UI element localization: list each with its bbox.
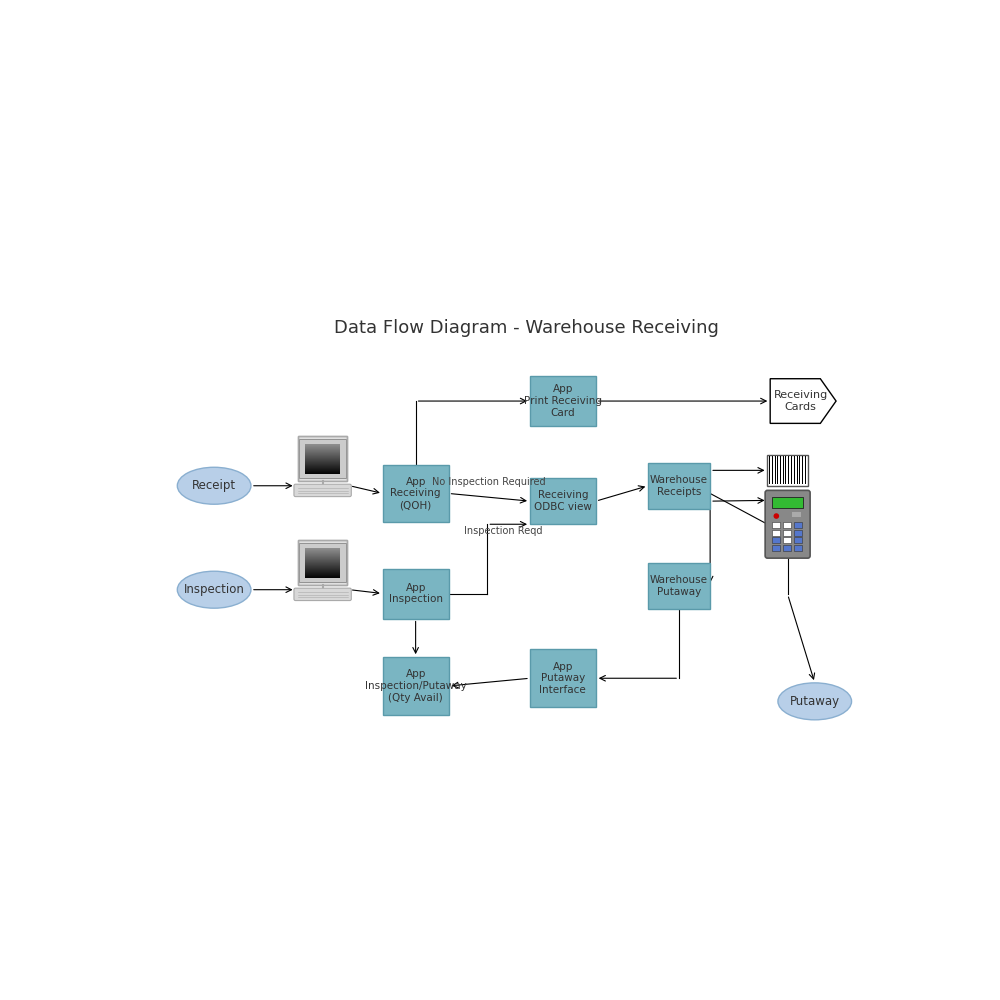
Bar — [797, 456, 798, 484]
Circle shape — [774, 513, 779, 519]
FancyBboxPatch shape — [294, 588, 351, 601]
Bar — [794, 530, 802, 536]
Text: Warehouse
Putaway: Warehouse Putaway — [650, 575, 708, 597]
Bar — [802, 456, 803, 484]
Text: Inspection: Inspection — [184, 583, 245, 596]
Bar — [794, 522, 802, 528]
FancyBboxPatch shape — [299, 439, 346, 478]
FancyBboxPatch shape — [299, 543, 346, 582]
Bar — [775, 456, 776, 484]
Bar — [787, 456, 788, 484]
Ellipse shape — [778, 683, 852, 720]
FancyBboxPatch shape — [648, 563, 710, 609]
Bar — [767, 455, 808, 486]
Text: Data Flow Diagram - Warehouse Receiving: Data Flow Diagram - Warehouse Receiving — [334, 319, 719, 337]
Bar — [772, 545, 780, 551]
Bar — [769, 456, 770, 484]
Text: App
Inspection: App Inspection — [389, 583, 443, 604]
Bar — [794, 456, 795, 484]
FancyBboxPatch shape — [530, 376, 596, 426]
Text: App
Receiving
(QOH): App Receiving (QOH) — [390, 477, 441, 510]
FancyBboxPatch shape — [530, 649, 596, 707]
Bar — [785, 456, 786, 484]
FancyBboxPatch shape — [383, 657, 449, 715]
FancyBboxPatch shape — [294, 484, 351, 497]
Bar — [777, 456, 778, 484]
FancyBboxPatch shape — [648, 463, 710, 509]
Bar — [788, 456, 789, 484]
Bar — [794, 537, 802, 543]
Text: Putaway: Putaway — [790, 695, 840, 708]
Bar — [780, 456, 781, 484]
FancyBboxPatch shape — [383, 465, 449, 522]
Text: Warehouse
Receipts: Warehouse Receipts — [650, 475, 708, 497]
Bar — [799, 456, 800, 484]
Polygon shape — [770, 379, 836, 423]
Text: Inspection Reqd: Inspection Reqd — [464, 526, 542, 536]
Bar — [792, 512, 801, 517]
Bar — [783, 530, 791, 536]
Bar — [772, 530, 780, 536]
Bar — [772, 537, 780, 543]
Bar — [783, 456, 784, 484]
FancyBboxPatch shape — [298, 540, 347, 585]
FancyBboxPatch shape — [765, 490, 810, 558]
Bar — [772, 522, 780, 528]
Text: Receipt: Receipt — [192, 479, 236, 492]
Bar — [794, 545, 802, 551]
Text: No Inspection Required: No Inspection Required — [432, 477, 546, 487]
FancyBboxPatch shape — [530, 478, 596, 524]
Text: App
Inspection/Putaway
(Qty Avail): App Inspection/Putaway (Qty Avail) — [365, 669, 466, 703]
Text: App
Putaway
Interface: App Putaway Interface — [540, 662, 586, 695]
Ellipse shape — [177, 467, 251, 504]
Text: Receiving
ODBC view: Receiving ODBC view — [534, 490, 592, 512]
FancyBboxPatch shape — [298, 436, 347, 481]
Bar — [772, 456, 773, 484]
Bar — [791, 456, 792, 484]
Ellipse shape — [177, 571, 251, 608]
Bar — [783, 545, 791, 551]
Text: App
Print Receiving
Card: App Print Receiving Card — [524, 384, 602, 418]
Bar — [783, 522, 791, 528]
FancyBboxPatch shape — [383, 569, 449, 619]
Text: Receiving
Cards: Receiving Cards — [774, 390, 828, 412]
Bar — [805, 456, 806, 484]
Bar — [783, 537, 791, 543]
Bar — [772, 497, 803, 508]
